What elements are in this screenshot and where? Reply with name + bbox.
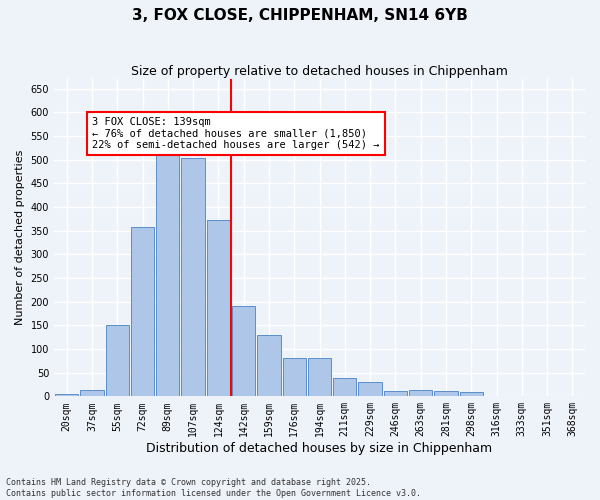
Bar bbox=[207, 220, 230, 396]
Bar bbox=[358, 382, 382, 396]
Text: Contains HM Land Registry data © Crown copyright and database right 2025.
Contai: Contains HM Land Registry data © Crown c… bbox=[6, 478, 421, 498]
Bar bbox=[106, 326, 129, 396]
Bar bbox=[181, 158, 205, 396]
Bar bbox=[131, 227, 154, 396]
Bar bbox=[384, 390, 407, 396]
Bar bbox=[460, 392, 483, 396]
Text: 3 FOX CLOSE: 139sqm
← 76% of detached houses are smaller (1,850)
22% of semi-det: 3 FOX CLOSE: 139sqm ← 76% of detached ho… bbox=[92, 117, 379, 150]
Bar bbox=[308, 358, 331, 397]
Bar bbox=[257, 335, 281, 396]
Bar bbox=[156, 140, 179, 396]
Bar bbox=[80, 390, 104, 396]
Bar bbox=[55, 394, 79, 396]
Bar bbox=[232, 306, 256, 396]
Bar bbox=[409, 390, 432, 396]
Title: Size of property relative to detached houses in Chippenham: Size of property relative to detached ho… bbox=[131, 65, 508, 78]
X-axis label: Distribution of detached houses by size in Chippenham: Distribution of detached houses by size … bbox=[146, 442, 493, 455]
Bar bbox=[283, 358, 306, 397]
Text: 3, FOX CLOSE, CHIPPENHAM, SN14 6YB: 3, FOX CLOSE, CHIPPENHAM, SN14 6YB bbox=[132, 8, 468, 22]
Bar bbox=[333, 378, 356, 396]
Y-axis label: Number of detached properties: Number of detached properties bbox=[15, 150, 25, 326]
Bar bbox=[434, 391, 458, 396]
